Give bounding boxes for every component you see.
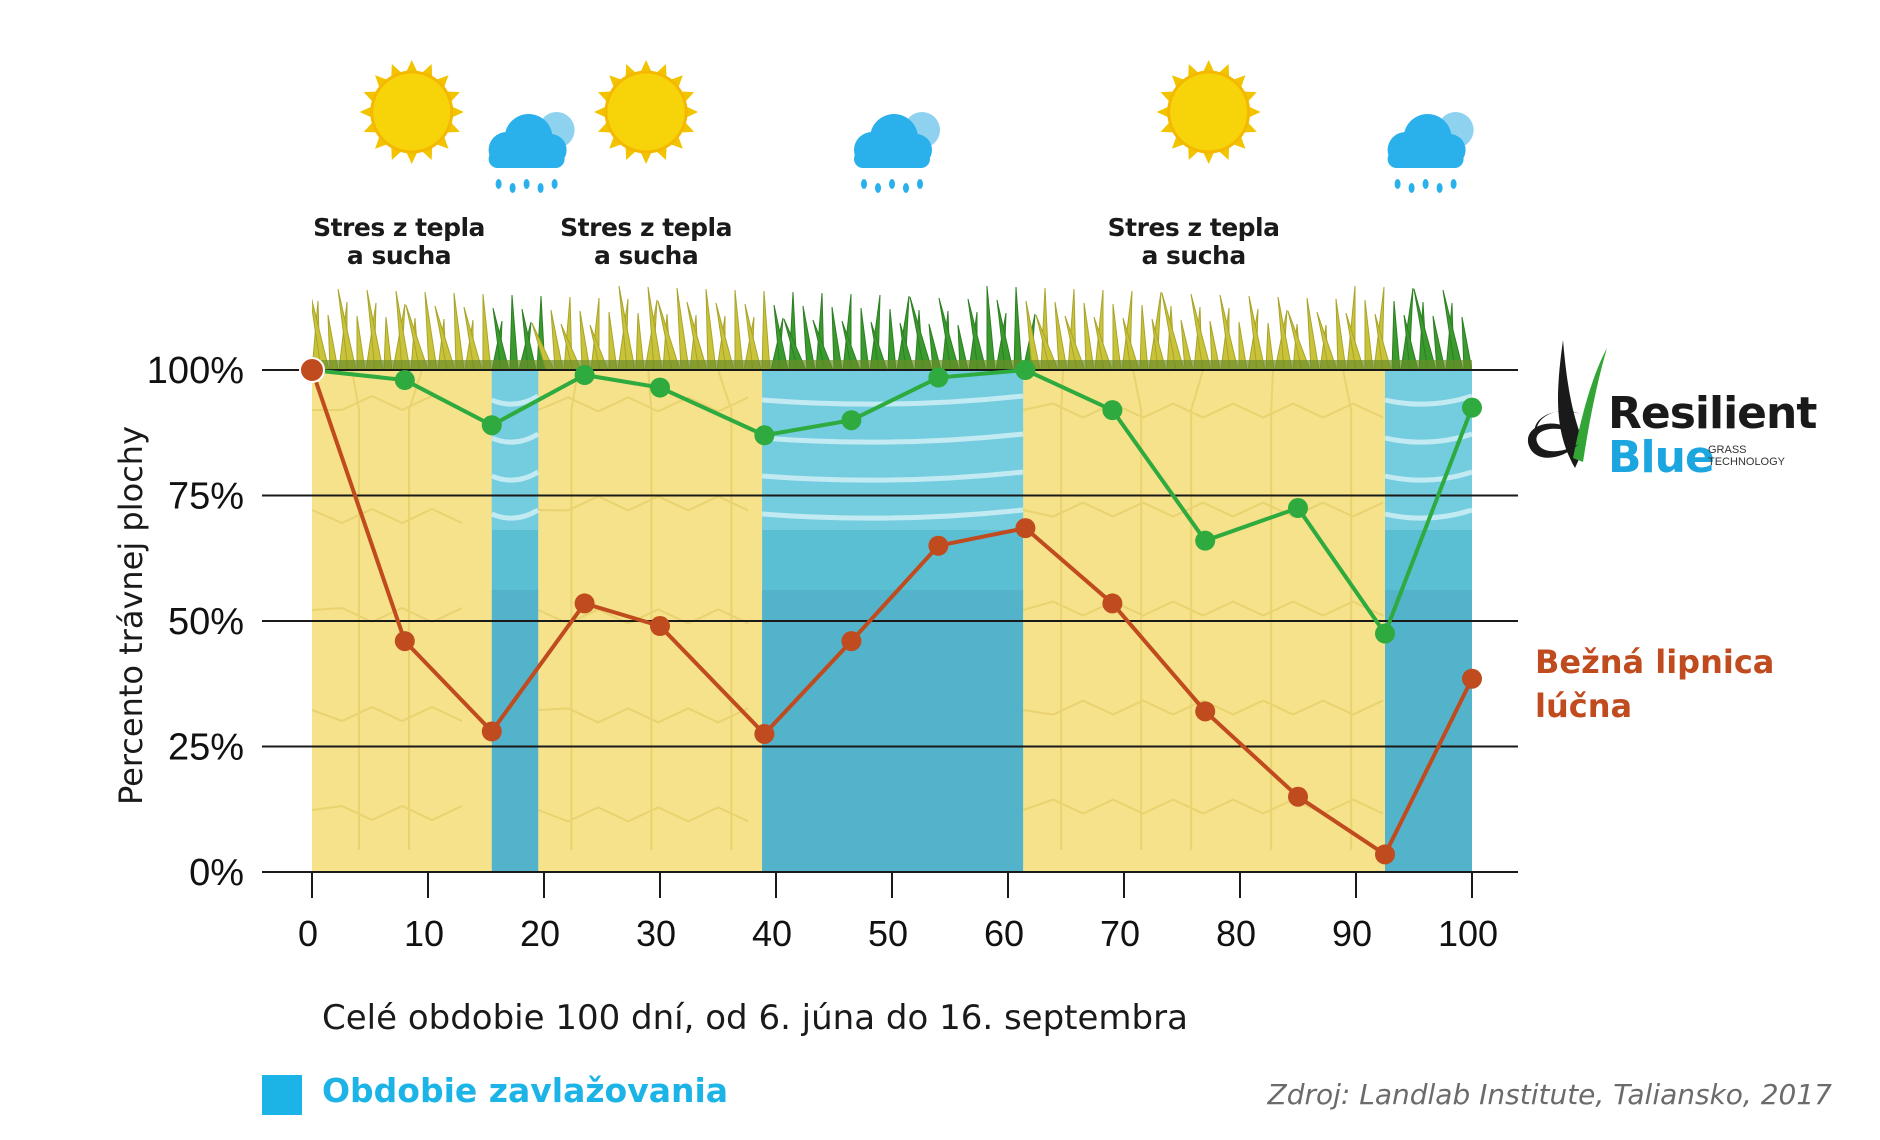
data-point (1195, 530, 1216, 551)
series-resilient-blue (302, 360, 1482, 644)
series-label-regular-line2: lúčna (1535, 687, 1633, 725)
x-tick-label: 90 (1332, 913, 1372, 954)
data-point (841, 631, 862, 652)
data-point (754, 723, 775, 744)
x-tick-label: 30 (636, 913, 676, 954)
stress-annotation-line2: a sucha (347, 241, 451, 270)
stress-annotation-line1: Stres z tepla (1108, 213, 1280, 242)
logo-word-blue: Blue (1608, 432, 1715, 483)
logo-subtitle-line1: GRASS (1708, 444, 1747, 456)
stress-annotation-line1: Stres z tepla (560, 213, 732, 242)
sun-icon (1156, 60, 1261, 164)
data-point (1288, 498, 1308, 519)
x-tick-label: 70 (1100, 913, 1140, 954)
sun-icon (594, 60, 699, 164)
y-axis-label: Percento trávnej plochy (112, 425, 150, 805)
stress-annotation-line1: Stres z tepla (313, 213, 485, 242)
rain-cloud-icon (854, 112, 940, 193)
data-point (1462, 668, 1482, 689)
x-tick-label: 50 (868, 913, 908, 954)
legend-irrigation-label: Obdobie zavlažovania (322, 1071, 729, 1110)
logo-word-resilient: Resilient (1608, 388, 1817, 439)
rain-cloud-icon (488, 112, 575, 193)
y-tick-label: 100% (147, 350, 244, 392)
data-point (928, 367, 949, 388)
x-tick-label: 60 (984, 913, 1024, 954)
data-point (650, 377, 670, 398)
sun-icon (359, 60, 464, 164)
series-line (310, 369, 1474, 858)
data-point (1102, 400, 1123, 421)
data-point (650, 616, 670, 637)
data-point (394, 631, 415, 652)
y-tick-label: 75% (168, 476, 244, 518)
grass-strip (312, 285, 1472, 370)
series-line (311, 367, 1474, 638)
stress-annotation-line2: a sucha (594, 241, 698, 270)
grass-blade-logo-icon (1527, 340, 1607, 468)
data-point (1195, 701, 1216, 722)
x-tick-label: 40 (752, 913, 792, 954)
legend-irrigation-swatch (262, 1075, 302, 1115)
y-tick-label: 25% (168, 727, 244, 769)
data-point (1462, 397, 1482, 418)
x-tick-label: 80 (1216, 913, 1256, 954)
x-tick-label: 10 (404, 913, 444, 954)
x-tick-label: 0 (298, 913, 318, 954)
data-point (574, 593, 595, 614)
source-note: Zdroj: Landlab Institute, Taliansko, 201… (1267, 1078, 1832, 1111)
data-point (481, 721, 502, 742)
rain-cloud-icon (1387, 112, 1474, 193)
x-tick-label: 100 (1438, 913, 1498, 954)
data-point (1375, 623, 1395, 644)
data-point (841, 410, 862, 431)
data-point (1015, 360, 1036, 380)
data-point (928, 535, 949, 556)
data-point (1375, 844, 1395, 865)
logo-subtitle-line2: TECHNOLOGY (1708, 456, 1786, 468)
series-label-regular: Bežná lipnica lúčna (1535, 640, 1774, 728)
x-axis-label: Celé obdobie 100 dní, od 6. júna do 16. … (322, 998, 1188, 1038)
x-tick-label: 20 (520, 913, 560, 954)
data-point (299, 357, 325, 383)
data-point (394, 370, 415, 391)
data-point (754, 425, 775, 446)
data-point (1102, 593, 1123, 614)
data-point (1288, 786, 1308, 807)
series-regular-bluegrass (299, 357, 1482, 865)
stress-annotation-line2: a sucha (1141, 241, 1245, 270)
y-tick-label: 50% (168, 601, 244, 643)
data-point (481, 415, 502, 436)
data-point (574, 365, 595, 386)
y-tick-label: 0% (189, 852, 244, 894)
series-label-regular-line1: Bežná lipnica (1535, 643, 1775, 681)
data-point (1015, 518, 1036, 539)
logo-subtitle: GRASS TECHNOLOGY (1708, 444, 1785, 468)
